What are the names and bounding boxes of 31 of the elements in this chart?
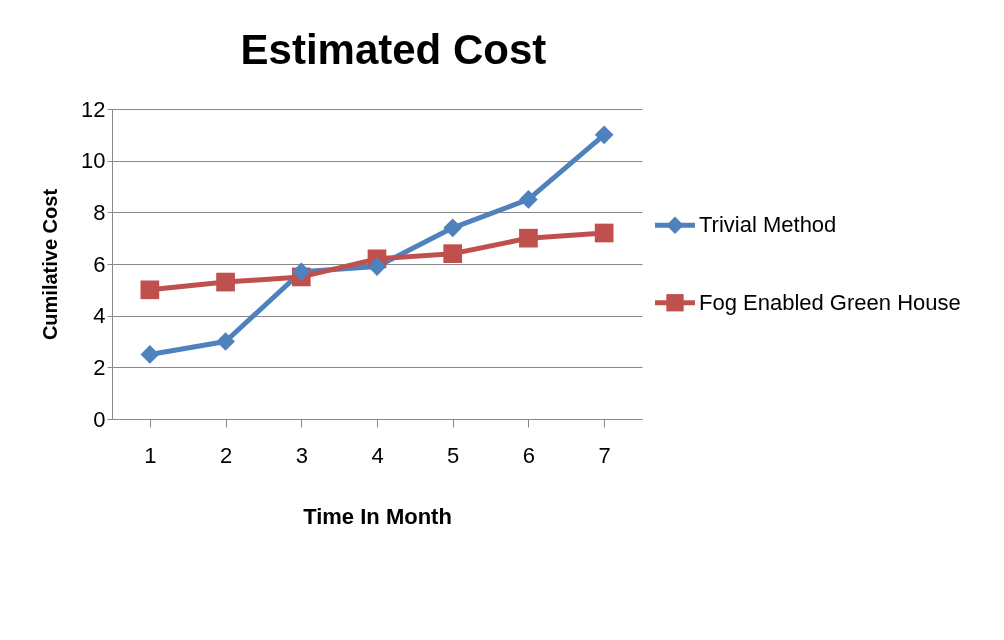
y-tick-label: 2: [93, 354, 106, 380]
x-tick-label: 1: [144, 442, 157, 468]
point: [519, 228, 538, 248]
x-tick-label: 4: [371, 442, 384, 468]
legend-label: Fog Enabled Green House: [699, 289, 961, 315]
x-tick-label: 5: [447, 442, 460, 468]
chart-title: Estimated Cost: [240, 26, 547, 73]
y-tick-label: 4: [93, 303, 106, 329]
legend-label: Trivial Method: [699, 212, 837, 238]
y-tick-label: 8: [93, 199, 106, 225]
point: [140, 345, 160, 364]
x-tick-label: 6: [522, 442, 536, 468]
point: [216, 332, 235, 351]
y-axis-title: Cumilative Cost: [39, 188, 62, 341]
point: [140, 280, 160, 300]
point: [367, 257, 387, 276]
x-tick-label: 2: [219, 442, 233, 468]
y-tick-label: 12: [81, 96, 106, 122]
x-tick-label: 3: [295, 442, 308, 468]
point: [291, 262, 311, 282]
x-tick-label: 7: [598, 442, 611, 468]
point: [594, 223, 614, 243]
point: [443, 244, 463, 264]
x-axis-title: Time In Month: [303, 503, 452, 529]
point: [594, 125, 614, 145]
point: [519, 190, 538, 209]
point: [216, 272, 235, 292]
y-tick-label: 6: [93, 251, 106, 277]
y-tick-label: 0: [93, 406, 106, 432]
y-tick-label: 10: [81, 148, 106, 174]
point: [443, 218, 463, 238]
